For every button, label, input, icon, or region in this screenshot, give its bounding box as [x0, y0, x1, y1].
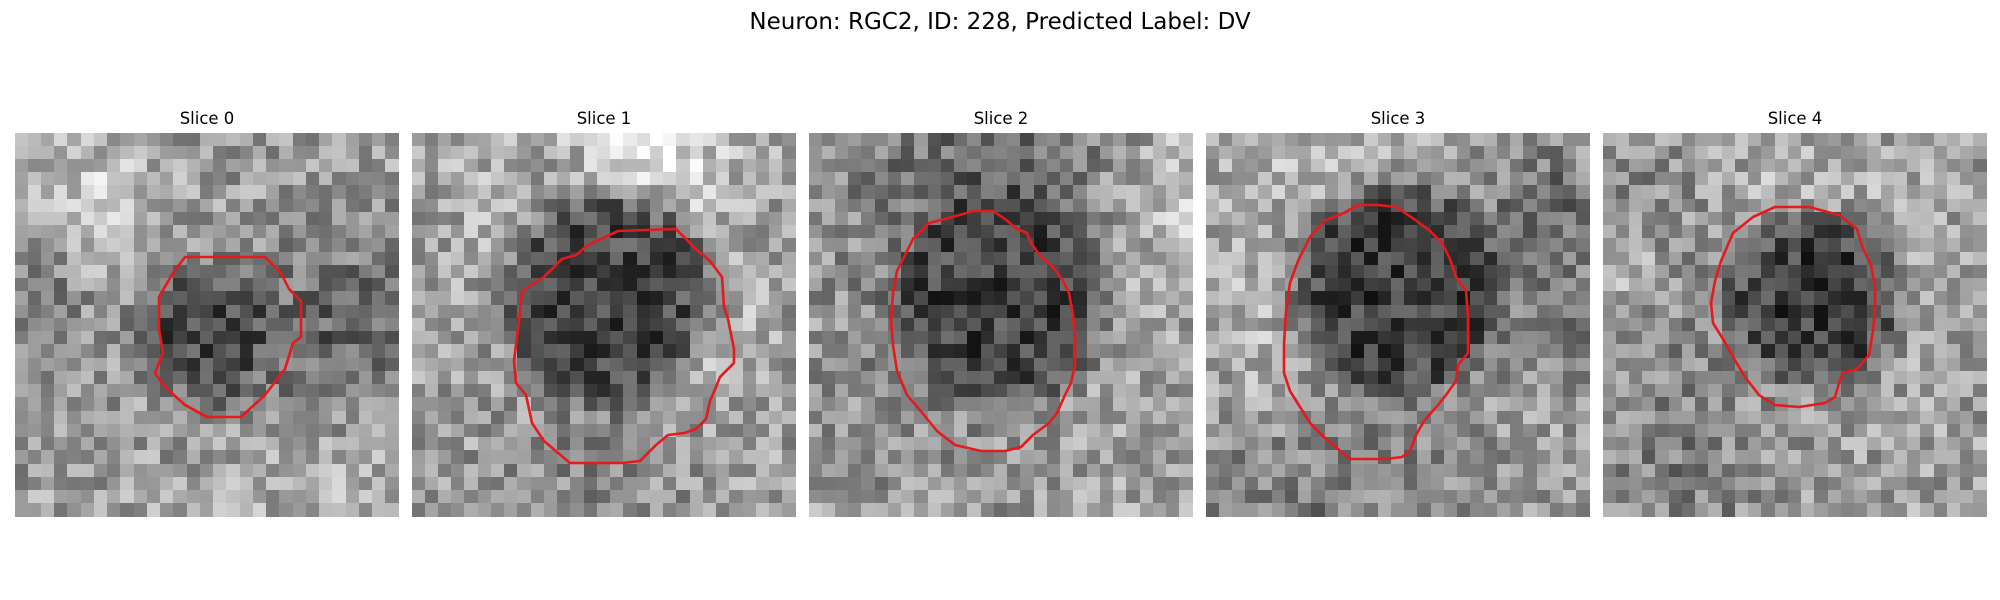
- slice-image: [15, 133, 399, 517]
- slice-title: Slice 0: [179, 109, 235, 128]
- slice-panel-4: Slice 4: [1603, 108, 1987, 517]
- slice-panel-3: Slice 3: [1206, 108, 1590, 517]
- slice-canvas: [15, 133, 399, 517]
- slice-canvas: [1603, 133, 1987, 517]
- slice-canvas: [1206, 133, 1590, 517]
- slice-title: Slice 4: [1767, 109, 1823, 128]
- slice-title: Slice 1: [576, 109, 632, 128]
- slice-canvas: [412, 133, 796, 517]
- slice-image: [1603, 133, 1987, 517]
- slice-title: Slice 3: [1370, 109, 1426, 128]
- slice-panel-0: Slice 0: [15, 108, 399, 517]
- slice-image: [412, 133, 796, 517]
- slice-title: Slice 2: [973, 109, 1029, 128]
- figure-title: Neuron: RGC2, ID: 228, Predicted Label: …: [749, 9, 1251, 35]
- slice-canvas: [809, 133, 1193, 517]
- slice-panel-1: Slice 1: [412, 108, 796, 517]
- slice-panel-2: Slice 2: [809, 108, 1193, 517]
- slice-image: [809, 133, 1193, 517]
- slice-image: [1206, 133, 1590, 517]
